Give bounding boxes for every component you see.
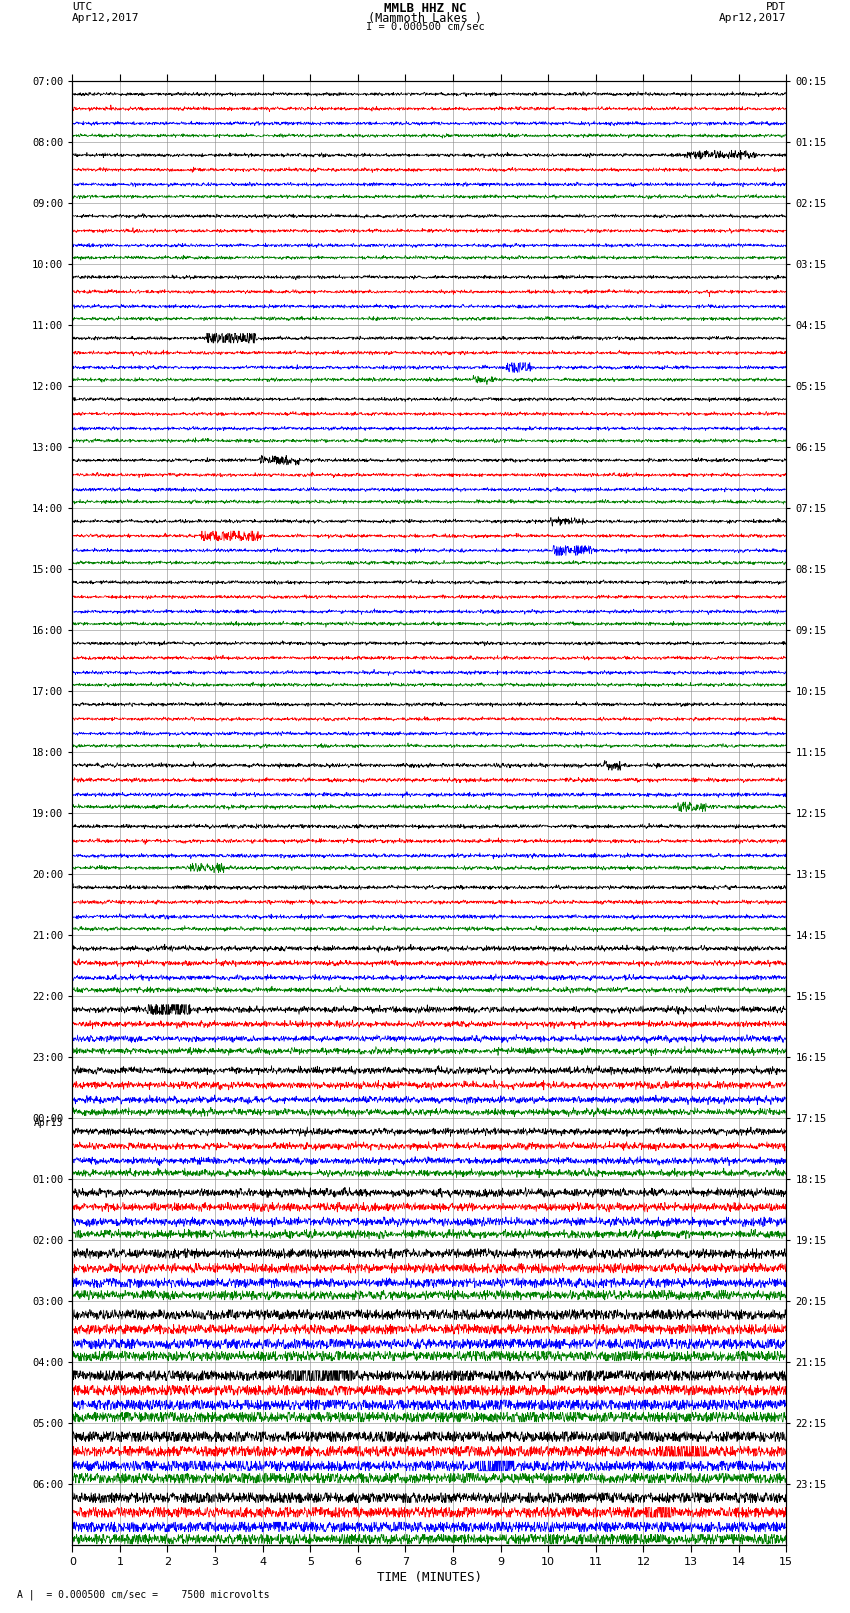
X-axis label: TIME (MINUTES): TIME (MINUTES) (377, 1571, 482, 1584)
Text: Apr13: Apr13 (34, 1118, 64, 1127)
Text: I = 0.000500 cm/sec: I = 0.000500 cm/sec (366, 23, 484, 32)
Text: A |  = 0.000500 cm/sec =    7500 microvolts: A | = 0.000500 cm/sec = 7500 microvolts (17, 1589, 269, 1600)
Text: MMLB HHZ NC: MMLB HHZ NC (383, 3, 467, 16)
Text: PDT: PDT (766, 3, 786, 13)
Text: (Mammoth Lakes ): (Mammoth Lakes ) (368, 11, 482, 26)
Text: Apr12,2017: Apr12,2017 (72, 13, 139, 23)
Text: Apr12,2017: Apr12,2017 (719, 13, 786, 23)
Text: UTC: UTC (72, 3, 93, 13)
